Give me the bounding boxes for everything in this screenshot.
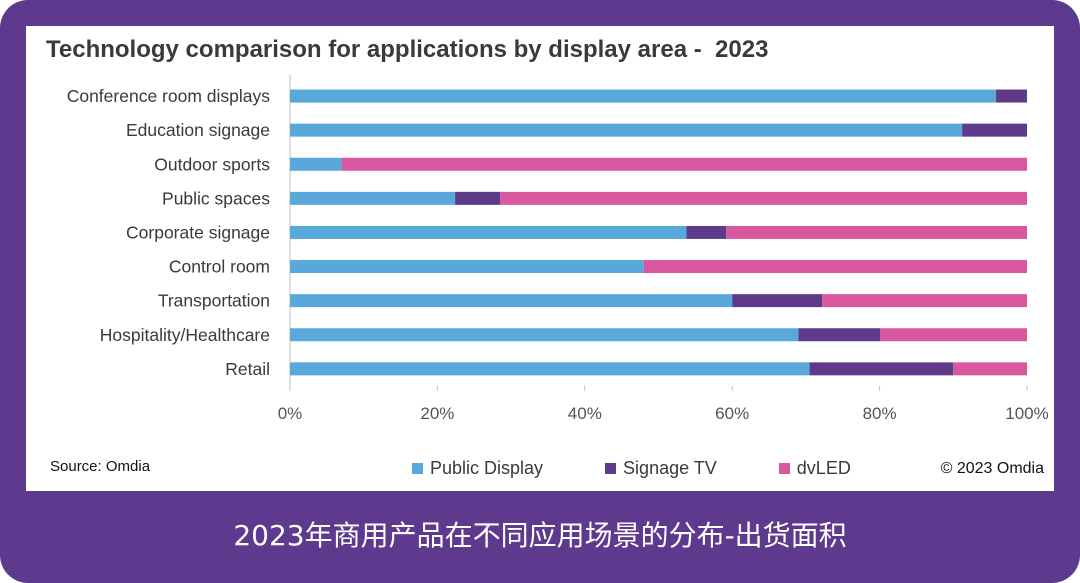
x-tick-label: 0%	[278, 404, 303, 423]
legend-label: Signage TV	[623, 458, 717, 478]
category-label: Corporate signage	[126, 222, 270, 242]
bar-dvled	[822, 294, 1027, 308]
copyright-note: © 2023 Omdia	[940, 460, 1044, 477]
bar-dvled	[953, 362, 1027, 376]
legend-item: Signage TV	[605, 458, 717, 479]
chart-plot: 0% 20% 40% 60% 80% 100% Conference room displa…	[67, 75, 1049, 423]
chart-legend: Public Display Signage TV dvLED	[412, 458, 913, 479]
category-label: Retail	[225, 359, 270, 379]
bar-public-display	[290, 123, 963, 137]
bar-public-display	[290, 328, 799, 342]
x-tick-label: 60%	[715, 404, 749, 423]
category-label: Public spaces	[162, 188, 270, 208]
bar-dvled	[643, 260, 1027, 274]
bar-signage-tv	[798, 328, 881, 342]
category-label: Conference room displays	[67, 86, 271, 106]
category-label: Control room	[169, 257, 270, 277]
bar-public-display	[290, 191, 456, 205]
category-label: Hospitality/Healthcare	[100, 325, 270, 345]
legend-item: Public Display	[412, 458, 543, 479]
legend-label: dvLED	[796, 458, 851, 478]
bar-public-display	[290, 260, 644, 274]
caption: 2023年商用产品在不同应用场景的分布-出货面积	[233, 519, 847, 552]
bar-public-display	[290, 89, 997, 103]
bar-dvled	[500, 191, 1027, 205]
bar-public-display	[290, 157, 342, 171]
x-tick-label: 80%	[863, 404, 897, 423]
x-tick-label: 40%	[568, 404, 602, 423]
legend-swatch	[778, 463, 790, 474]
bar-public-display	[290, 294, 733, 308]
chart-title: Technology comparison for applications b…	[46, 36, 769, 63]
bar-signage-tv	[455, 191, 501, 205]
category-label: Outdoor sports	[154, 154, 270, 174]
bar-signage-tv	[732, 294, 823, 308]
legend-label: Public Display	[430, 458, 544, 478]
legend-item: dvLED	[778, 458, 851, 479]
legend-swatch	[605, 463, 617, 474]
category-label: Transportation	[158, 291, 270, 311]
bar-dvled	[341, 157, 1028, 171]
bar-signage-tv	[962, 123, 1027, 137]
category-label: Education signage	[126, 120, 270, 140]
bar-signage-tv	[996, 89, 1027, 103]
bar-dvled	[880, 328, 1027, 342]
bar-public-display	[290, 362, 810, 376]
source-note: Source: Omdia	[50, 458, 151, 475]
x-tick-label: 20%	[420, 404, 454, 423]
x-tick-label: 100%	[1005, 404, 1048, 423]
bar-signage-tv	[809, 362, 954, 376]
legend-swatch	[412, 463, 423, 474]
bar-dvled	[726, 225, 1027, 239]
bar-signage-tv	[686, 225, 727, 239]
bar-public-display	[290, 225, 687, 239]
chart-card: Technology comparison for applications b…	[26, 26, 1054, 491]
